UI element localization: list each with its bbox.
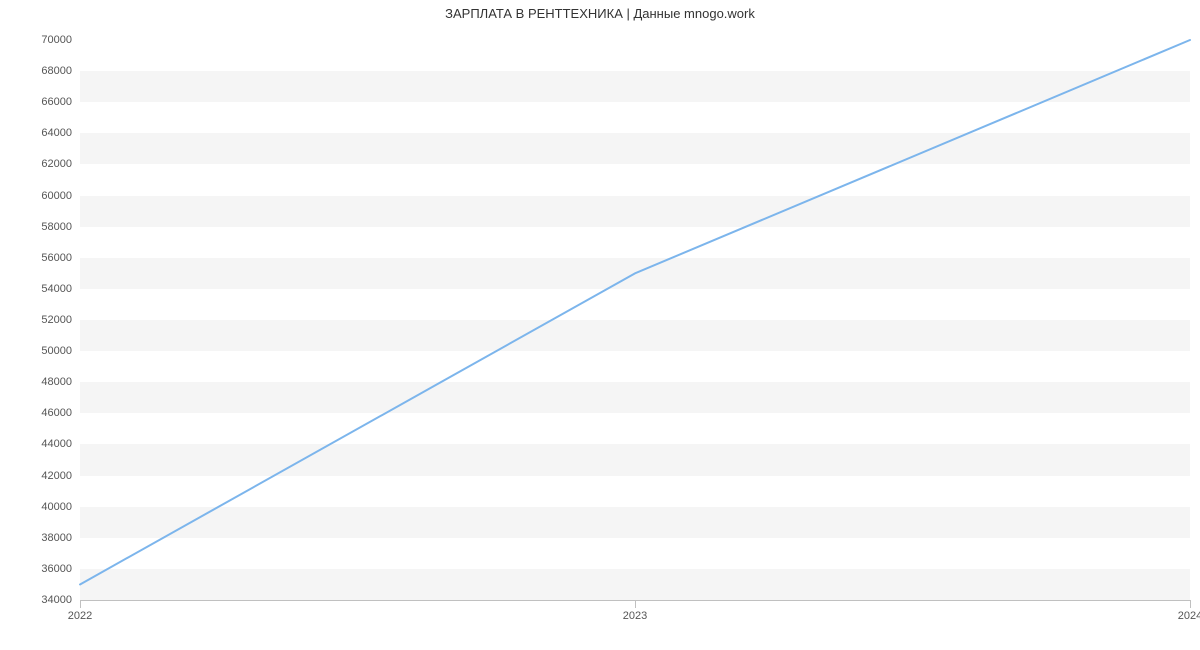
y-tick-label: 40000 (41, 501, 80, 513)
y-tick-label: 42000 (41, 470, 80, 482)
y-tick-label: 60000 (41, 190, 80, 202)
y-tick-label: 52000 (41, 314, 80, 326)
y-tick-label: 58000 (41, 221, 80, 233)
y-tick-label: 56000 (41, 252, 80, 264)
x-tick-label: 2022 (68, 600, 92, 622)
plot-area: 3400036000380004000042000440004600048000… (80, 40, 1190, 600)
y-tick-label: 48000 (41, 376, 80, 388)
y-tick-label: 66000 (41, 96, 80, 108)
y-tick-label: 68000 (41, 65, 80, 77)
chart-title: ЗАРПЛАТА В РЕНТТЕХНИКА | Данные mnogo.wo… (0, 6, 1200, 21)
y-tick-label: 44000 (41, 438, 80, 450)
y-tick-label: 38000 (41, 532, 80, 544)
y-tick-label: 36000 (41, 563, 80, 575)
y-tick-label: 54000 (41, 283, 80, 295)
y-tick-label: 70000 (41, 34, 80, 46)
y-tick-label: 64000 (41, 127, 80, 139)
series-line-salary (80, 40, 1190, 584)
x-tick-label: 2024 (1178, 600, 1200, 622)
salary-chart: ЗАРПЛАТА В РЕНТТЕХНИКА | Данные mnogo.wo… (0, 0, 1200, 650)
series-layer (80, 40, 1190, 600)
y-tick-label: 50000 (41, 345, 80, 357)
y-tick-label: 62000 (41, 158, 80, 170)
y-tick-label: 46000 (41, 407, 80, 419)
x-tick-label: 2023 (623, 600, 647, 622)
